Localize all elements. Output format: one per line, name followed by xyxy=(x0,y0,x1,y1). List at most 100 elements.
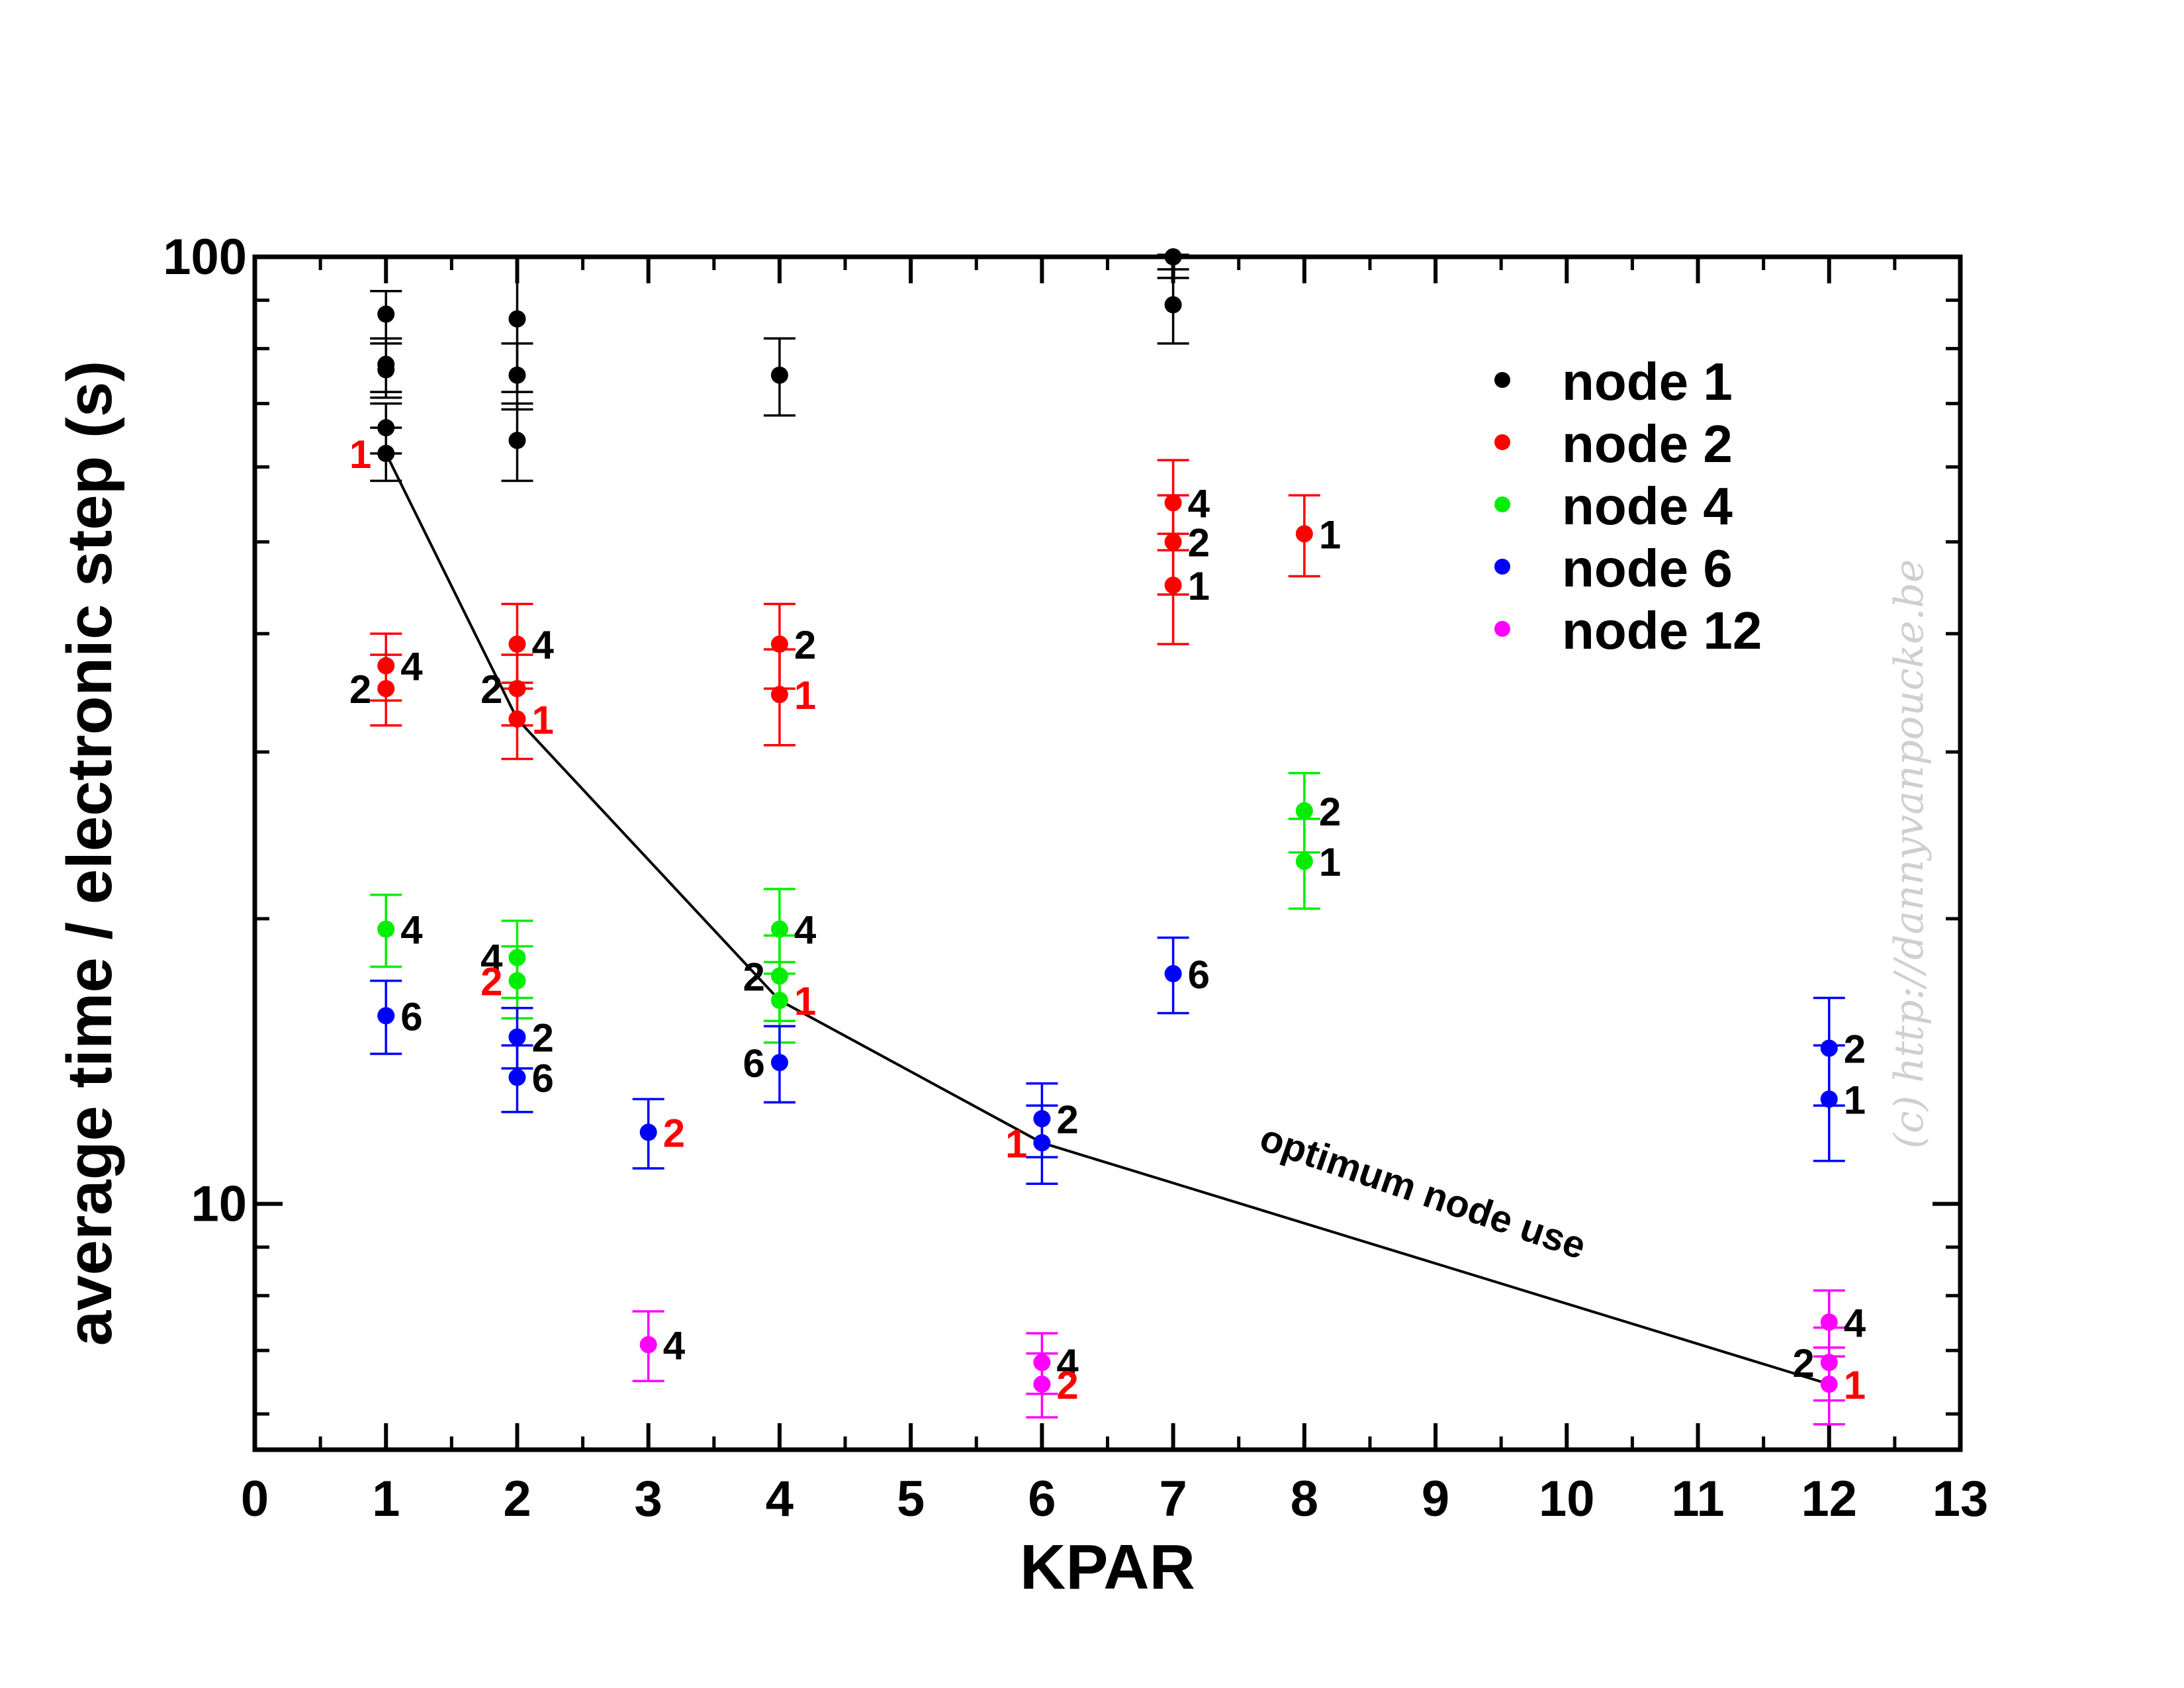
data-point xyxy=(377,305,395,323)
y-tick-label: 10 xyxy=(191,1176,247,1233)
legend-marker xyxy=(1494,621,1510,637)
point-label: 1 xyxy=(1188,564,1210,608)
point-label: 1 xyxy=(1844,1363,1866,1407)
data-point xyxy=(1820,1313,1838,1331)
point-label: 4 xyxy=(1056,1341,1079,1385)
data-point xyxy=(639,1123,657,1141)
data-point xyxy=(770,635,788,653)
data-point xyxy=(508,680,526,698)
legend-marker xyxy=(1494,559,1510,575)
data-point xyxy=(770,967,788,985)
axis-ticks xyxy=(253,255,1962,1450)
x-tick-label: 1 xyxy=(372,1471,400,1527)
data-point xyxy=(1164,296,1182,314)
data-point xyxy=(1820,1039,1838,1057)
point-label: 4 xyxy=(480,937,503,981)
point-label: 1 xyxy=(1319,840,1341,884)
x-tick-label: 9 xyxy=(1422,1471,1449,1527)
data-point xyxy=(1033,1134,1051,1152)
legend-marker xyxy=(1494,496,1510,512)
data-point xyxy=(1164,577,1182,594)
point-label: 2 xyxy=(480,960,502,1004)
data-point xyxy=(770,1054,788,1072)
data-point xyxy=(508,432,526,449)
point-label: 4 xyxy=(400,908,423,953)
point-label: 2 xyxy=(743,955,765,999)
point-label: 2 xyxy=(1792,1341,1814,1385)
point-label: 4 xyxy=(400,645,423,689)
data-point xyxy=(508,366,526,384)
point-label: 1 xyxy=(531,698,553,742)
x-tick-label: 4 xyxy=(766,1471,794,1527)
data-point xyxy=(377,680,395,698)
data-points xyxy=(377,248,1838,1393)
data-point xyxy=(639,1336,657,1354)
data-point xyxy=(1033,1354,1051,1372)
point-label: 4 xyxy=(1844,1301,1866,1345)
point-label: 1 xyxy=(349,432,371,477)
point-label: 6 xyxy=(400,994,422,1039)
data-point xyxy=(377,444,395,462)
point-label: 1 xyxy=(794,979,816,1023)
data-point xyxy=(508,635,526,653)
data-point xyxy=(1820,1354,1838,1372)
data-point xyxy=(1295,802,1313,820)
data-point xyxy=(508,1068,526,1086)
data-point xyxy=(377,1007,395,1025)
point-label: 6 xyxy=(531,1056,553,1101)
x-tick-label: 0 xyxy=(241,1471,269,1527)
data-point xyxy=(377,361,395,379)
point-label: 2 xyxy=(1188,521,1210,565)
data-point xyxy=(508,1028,526,1046)
point-label: 4 xyxy=(1188,481,1210,526)
data-point xyxy=(770,920,788,938)
data-point xyxy=(770,366,788,384)
x-tick-label: 5 xyxy=(897,1471,925,1527)
data-point xyxy=(1820,1090,1838,1108)
point-label: 1 xyxy=(1844,1078,1866,1122)
legend-label: node 2 xyxy=(1562,414,1733,473)
y-tick-label: 100 xyxy=(163,229,247,285)
x-tick-label: 11 xyxy=(1671,1471,1724,1527)
legend-label: node 12 xyxy=(1562,601,1762,660)
data-point xyxy=(1164,964,1182,982)
x-tick-label: 6 xyxy=(1028,1471,1056,1527)
point-label: 2 xyxy=(1056,1098,1078,1142)
data-point xyxy=(1164,533,1182,551)
watermark: (c) http://dannyvanpoucke.be xyxy=(1886,559,1933,1149)
point-label: 2 xyxy=(531,1016,553,1060)
point-label: 2 xyxy=(663,1111,685,1155)
data-point xyxy=(1033,1109,1051,1127)
data-point xyxy=(770,686,788,704)
data-point xyxy=(377,419,395,437)
x-tick-label: 13 xyxy=(1933,1471,1989,1527)
point-label: 1 xyxy=(1319,512,1341,557)
data-point xyxy=(1033,1376,1051,1393)
y-axis-title: average time / electronic step (s) xyxy=(54,361,125,1346)
point-label: 6 xyxy=(1188,953,1210,997)
data-point xyxy=(508,310,526,328)
point-label: 2 xyxy=(480,667,502,712)
point-label: 4 xyxy=(531,623,554,667)
point-label: 2 xyxy=(1056,1363,1078,1407)
x-tick-label: 2 xyxy=(503,1471,531,1527)
plot-frame xyxy=(252,254,1963,1452)
data-point xyxy=(770,992,788,1009)
point-label: 2 xyxy=(349,667,371,712)
point-label: 1 xyxy=(1005,1121,1027,1166)
legend-marker xyxy=(1494,434,1510,450)
legend-marker xyxy=(1494,372,1510,388)
data-point xyxy=(1295,525,1313,543)
x-tick-label: 8 xyxy=(1291,1471,1318,1527)
point-label: 2 xyxy=(1319,790,1341,834)
point-label: 6 xyxy=(743,1041,765,1086)
legend-label: node 4 xyxy=(1562,477,1733,536)
x-tick-label: 10 xyxy=(1539,1471,1595,1527)
x-axis-title: KPAR xyxy=(1020,1532,1195,1603)
data-point xyxy=(1164,494,1182,512)
